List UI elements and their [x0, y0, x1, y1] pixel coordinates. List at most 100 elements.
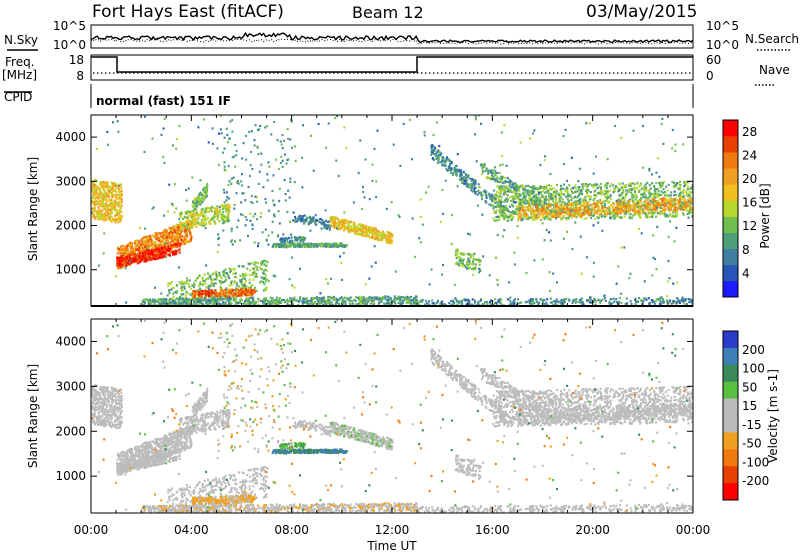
power-echo [145, 237, 148, 240]
power-echo [518, 197, 521, 200]
power-echo [508, 211, 511, 214]
power-echo [661, 184, 664, 187]
power-echo [339, 228, 342, 231]
power-echo [221, 206, 224, 209]
power-echo [235, 291, 238, 294]
power-echo [170, 237, 173, 240]
power-echo [343, 224, 346, 228]
power-echo [539, 218, 542, 222]
power-echo [555, 196, 557, 200]
power-echo [114, 205, 116, 208]
power-echo [665, 201, 668, 204]
power-echo [367, 226, 370, 229]
power-echo [481, 194, 484, 197]
power-echo [160, 240, 163, 243]
power-echo [469, 262, 472, 265]
power-echo [92, 192, 95, 195]
power-echo [597, 216, 600, 220]
power-echo [625, 184, 627, 187]
power-echo [585, 204, 588, 207]
power-echo [587, 201, 590, 204]
power-echo [568, 214, 571, 218]
power-echo [93, 204, 96, 207]
power-echo [632, 214, 635, 217]
power-echo [162, 230, 165, 233]
power-echo [462, 258, 465, 261]
power-echo [162, 234, 165, 237]
power-echo [102, 185, 105, 188]
power-echo [299, 218, 302, 221]
power-echo [512, 198, 515, 201]
power-echo [519, 194, 522, 197]
power-echo [200, 291, 203, 294]
power-echo [369, 227, 372, 230]
power-echo [642, 195, 645, 198]
power-echo [515, 195, 518, 198]
power-echo [192, 294, 195, 297]
power-echo [588, 207, 591, 210]
power-echo [172, 230, 175, 233]
power-echo [196, 204, 199, 207]
power-echo [509, 196, 512, 199]
power-echo [490, 197, 492, 200]
power-echo [551, 196, 553, 199]
power-echo [510, 186, 513, 189]
power-echo [353, 225, 356, 228]
power-echo [550, 188, 553, 191]
power-echo [474, 266, 477, 269]
power-echo [192, 217, 195, 220]
power-echo [478, 186, 481, 189]
power-echo [492, 189, 495, 192]
power-echo [183, 281, 186, 284]
power-echo [323, 220, 326, 223]
power-echo [114, 189, 116, 192]
power-echo [217, 274, 220, 277]
power-echo [677, 182, 680, 185]
power-echo [550, 211, 553, 215]
power-echo [477, 189, 480, 192]
power-echo [463, 264, 466, 267]
power-echo [631, 200, 634, 203]
power-echo [644, 213, 647, 216]
power-echo [650, 201, 653, 204]
power-echo [347, 227, 350, 230]
power-echo [667, 202, 670, 205]
power-echo [668, 208, 671, 211]
power-echo [564, 190, 567, 193]
power-echo [338, 220, 341, 223]
power-echo [610, 182, 613, 186]
power-echo [168, 291, 171, 295]
power-echo [202, 189, 205, 192]
power-echo [125, 264, 128, 267]
power-echo [100, 212, 103, 216]
power-echo [138, 254, 141, 258]
power-echo [136, 239, 139, 242]
power-echo [116, 213, 119, 216]
power-echo [254, 286, 257, 289]
power-echo [542, 190, 545, 193]
power-echo [167, 282, 170, 285]
power-echo [507, 188, 510, 192]
power-echo [200, 292, 203, 295]
power-echo [650, 200, 653, 203]
power-echo [366, 235, 369, 238]
power-echo [683, 181, 686, 184]
power-echo [456, 168, 459, 171]
power-echo [302, 215, 305, 218]
power-echo [578, 193, 581, 196]
power-echo [355, 231, 358, 234]
power-echo [560, 187, 563, 190]
power-echo [238, 294, 241, 297]
power-echo [223, 272, 226, 275]
power-echo [533, 196, 535, 199]
power-echo [498, 180, 501, 184]
power-echo [264, 288, 267, 291]
power-echo [175, 250, 178, 253]
power-echo [141, 251, 144, 254]
power-echo [119, 220, 121, 223]
power-echo [498, 191, 501, 194]
power-echo [115, 202, 117, 205]
power-echo [278, 243, 281, 246]
power-echo [106, 184, 109, 188]
power-echo [107, 195, 110, 198]
